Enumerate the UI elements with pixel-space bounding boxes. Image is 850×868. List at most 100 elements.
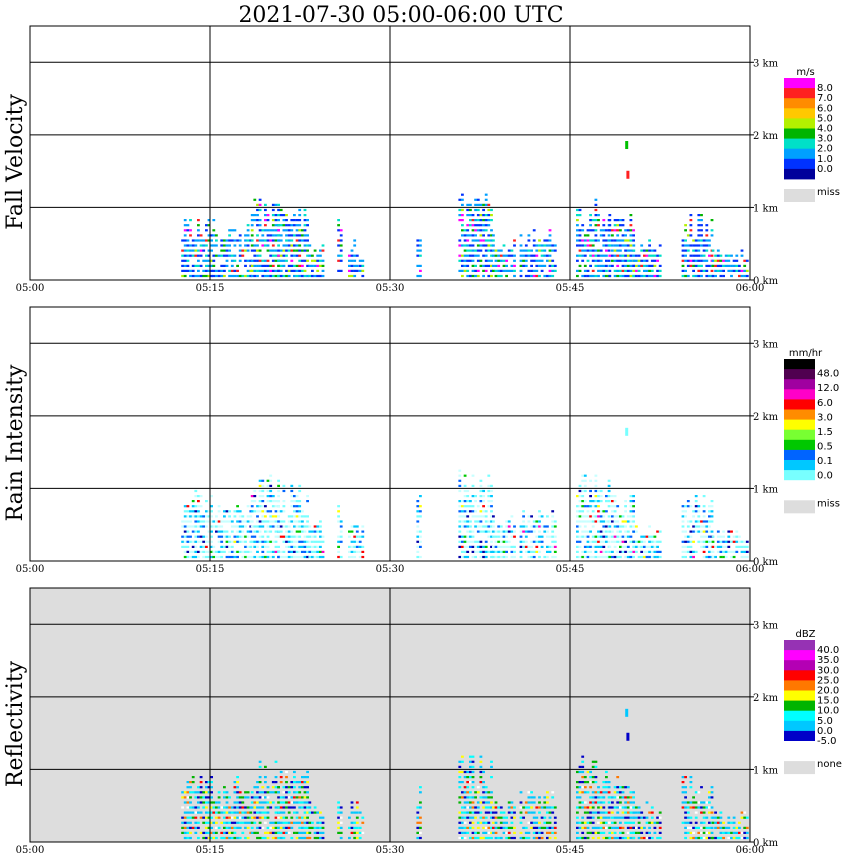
echo-cell [602,229,606,232]
echo-cell [519,806,523,809]
echo-cell [319,535,322,538]
echo-cell [197,269,200,272]
echo-cell [189,836,192,840]
echo-cell [295,219,299,222]
echo-cell [261,244,265,247]
echo-cell [205,244,208,247]
echo-cell [463,505,467,508]
echo-cell [645,535,649,538]
echo-cell [197,234,200,237]
echo-cell [710,791,714,794]
echo-cell [303,540,307,543]
echo-cell [287,269,291,272]
echo-cell [482,505,485,508]
echo-cell [632,495,635,498]
echo-cell [303,806,307,809]
echo-cell [624,530,627,533]
echo-cell [602,269,606,272]
echo-cell [586,520,590,523]
echo-cell [597,214,600,217]
echo-cell [581,831,585,834]
echo-cell [681,550,685,553]
echo-cell [301,826,304,829]
echo-cell [186,831,190,834]
echo-cell [471,806,475,809]
echo-cell [202,525,206,528]
echo-cell [700,219,703,222]
echo-cell [700,244,703,247]
echo-cell [629,821,633,824]
echo-cell [605,254,608,257]
echo-cell [619,254,622,257]
echo-cell [738,264,741,267]
echo-cell [624,555,627,559]
echo-cell [186,229,190,232]
echo-cell [607,500,611,503]
echo-cell [510,535,514,538]
echo-cell [199,244,203,247]
echo-cell [594,550,598,553]
echo-cell [708,540,711,543]
echo-cell [298,484,302,487]
echo-cell [306,219,309,222]
echo-cell [282,505,286,508]
echo-cell [532,239,536,242]
echo-cell [244,535,247,538]
echo-cell [513,239,516,242]
echo-cell [293,264,296,267]
echo-cell [629,254,633,257]
echo-cell [578,510,582,513]
echo-cell [463,234,467,237]
echo-cell [361,259,365,262]
echo-cell [479,244,483,247]
echo-cell [576,786,579,789]
echo-cell [189,274,192,278]
echo-cell [608,836,612,840]
echo-cell [613,505,617,508]
echo-cell [738,831,741,834]
colorbar-swatch [784,720,815,732]
echo-cell [479,816,483,819]
echo-cell [298,831,302,834]
echo-cell [416,510,420,513]
echo-cell [535,836,539,840]
echo-cell [298,219,302,222]
echo-cell [605,770,608,774]
echo-cell [519,530,523,533]
echo-cell [490,765,493,768]
echo-cell [250,801,254,804]
echo-cell [586,821,590,824]
echo-cell [277,208,280,212]
echo-cell [635,254,638,257]
echo-cell [191,510,195,513]
echo-cell [285,259,288,262]
echo-cell [277,479,280,482]
echo-cell [499,259,503,262]
echo-cell [686,540,690,543]
echo-cell [258,495,262,498]
echo-cell [295,525,299,528]
echo-cell [282,264,286,267]
echo-cell [594,274,598,278]
echo-cell [589,776,592,779]
echo-cell [656,274,659,278]
echo-cell [605,791,608,794]
echo-cell [261,545,265,548]
echo-cell [546,801,549,804]
echo-cell [719,535,723,538]
echo-cell [611,801,614,804]
echo-cell [202,249,206,252]
echo-cell [594,259,598,262]
echo-cell [621,816,625,819]
echo-cell [220,274,224,278]
echo-cell [589,786,592,789]
echo-cell [194,530,198,533]
echo-cell [274,239,278,242]
echo-cell [215,826,218,829]
echo-cell [591,520,595,523]
echo-cell [722,545,725,548]
echo-cell [602,530,606,533]
echo-cell [494,831,498,834]
echo-cell [197,510,200,513]
echo-cell [643,259,646,262]
